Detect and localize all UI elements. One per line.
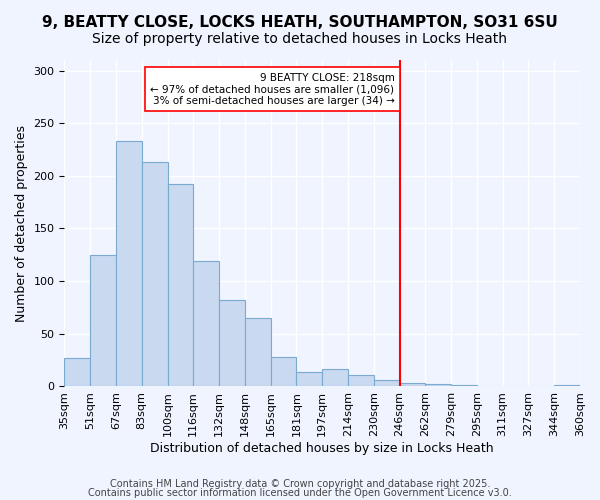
Y-axis label: Number of detached properties: Number of detached properties [15, 124, 28, 322]
Bar [116, 141, 142, 386]
Bar [219, 300, 245, 386]
Bar [271, 357, 296, 386]
Bar [348, 375, 374, 386]
X-axis label: Distribution of detached houses by size in Locks Heath: Distribution of detached houses by size … [151, 442, 494, 455]
Text: Contains public sector information licensed under the Open Government Licence v3: Contains public sector information licen… [88, 488, 512, 498]
Text: Size of property relative to detached houses in Locks Heath: Size of property relative to detached ho… [92, 32, 508, 46]
Bar [64, 358, 90, 386]
Bar [374, 380, 400, 386]
Text: 9 BEATTY CLOSE: 218sqm
← 97% of detached houses are smaller (1,096)
3% of semi-d: 9 BEATTY CLOSE: 218sqm ← 97% of detached… [151, 72, 394, 106]
Bar [167, 184, 193, 386]
Bar [245, 318, 271, 386]
Bar [142, 162, 167, 386]
Text: 9, BEATTY CLOSE, LOCKS HEATH, SOUTHAMPTON, SO31 6SU: 9, BEATTY CLOSE, LOCKS HEATH, SOUTHAMPTO… [42, 15, 558, 30]
Bar [400, 384, 425, 386]
Bar [425, 384, 451, 386]
Bar [296, 372, 322, 386]
Text: Contains HM Land Registry data © Crown copyright and database right 2025.: Contains HM Land Registry data © Crown c… [110, 479, 490, 489]
Bar [322, 368, 348, 386]
Bar [90, 255, 116, 386]
Bar [193, 261, 219, 386]
